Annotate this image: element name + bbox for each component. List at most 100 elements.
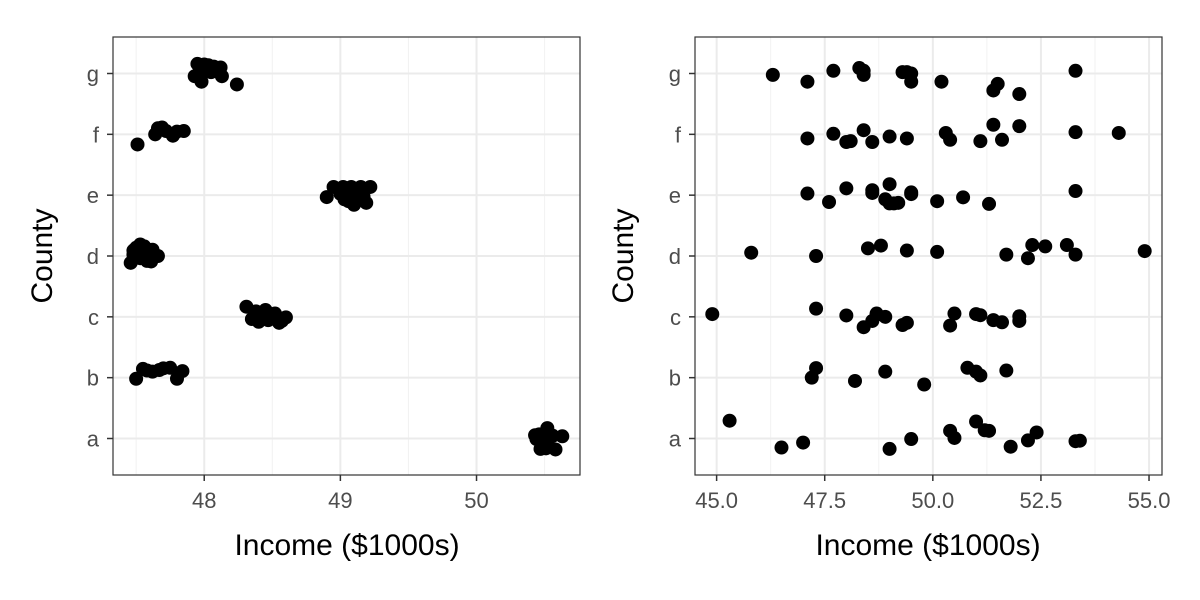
data-point-a: [555, 429, 570, 444]
data-point-d: [873, 238, 888, 253]
data-point-e: [341, 194, 356, 209]
data-point-g: [800, 74, 815, 89]
data-point-e: [891, 195, 906, 210]
data-point-a: [982, 423, 997, 438]
data-point-a: [1003, 439, 1018, 454]
x-tick-label: 50: [464, 488, 488, 513]
left-panel: 48 49 50 a b c d e f g Income ($1000s) County: [26, 36, 581, 562]
data-point-b: [129, 371, 144, 386]
data-point-a: [1072, 433, 1087, 448]
data-point-b: [169, 371, 184, 386]
data-point-c: [973, 308, 988, 323]
x-tick-label: 45.0: [695, 488, 738, 513]
data-point-e: [865, 183, 880, 198]
left-points: [123, 56, 570, 457]
data-point-g: [1012, 87, 1027, 102]
y-tick-label: b: [669, 366, 681, 391]
data-point-a: [904, 432, 919, 447]
data-point-f: [826, 126, 841, 141]
data-point-e: [359, 195, 374, 210]
data-point-a: [540, 436, 555, 451]
data-point-d: [1038, 239, 1053, 254]
x-tick-label: 48: [192, 488, 216, 513]
data-point-b: [140, 363, 155, 378]
y-tick-label: f: [93, 122, 100, 147]
data-point-g: [229, 77, 244, 92]
data-point-f: [1068, 125, 1083, 140]
left-x-axis-title: Income ($1000s): [234, 529, 459, 562]
y-tick-label: g: [87, 62, 99, 87]
data-point-d: [1020, 251, 1035, 266]
data-point-d: [1137, 244, 1152, 259]
data-point-a: [969, 414, 984, 429]
y-tick-label: b: [87, 366, 99, 391]
data-point-c: [809, 301, 824, 316]
data-point-e: [882, 177, 897, 192]
left-axes: 48 49 50 a b c d e f g: [87, 62, 489, 514]
data-point-b: [878, 364, 893, 379]
data-point-c: [1012, 309, 1027, 324]
data-point-e: [904, 187, 919, 202]
data-point-a: [1029, 425, 1044, 440]
data-point-b: [163, 360, 178, 375]
data-point-d: [1068, 247, 1083, 262]
left-y-axis-title: County: [26, 208, 59, 303]
data-point-e: [1068, 184, 1083, 199]
data-point-d: [999, 247, 1014, 262]
data-point-c: [839, 308, 854, 323]
data-point-e: [319, 190, 334, 205]
data-point-e: [956, 190, 971, 205]
data-point-f: [843, 134, 858, 149]
data-point-d: [123, 255, 138, 270]
y-tick-label: e: [87, 183, 99, 208]
data-point-c: [943, 318, 958, 333]
data-point-f: [800, 131, 815, 146]
right-x-axis-title: Income ($1000s): [815, 529, 1040, 562]
data-point-e: [878, 192, 893, 207]
data-point-g: [895, 65, 910, 80]
data-point-f: [856, 123, 871, 138]
data-point-f: [176, 124, 191, 139]
y-tick-label: a: [87, 427, 100, 452]
data-point-a: [774, 440, 789, 455]
x-tick-label: 49: [328, 488, 352, 513]
right-panel: 45.0 47.5 50.0 52.5 55.0 a b c d e f g Income ($100…: [607, 36, 1171, 562]
data-point-d: [930, 244, 945, 259]
data-point-d: [860, 241, 875, 256]
data-point-b: [917, 377, 932, 392]
data-point-c: [947, 306, 962, 321]
data-point-a: [796, 435, 811, 450]
data-point-c: [899, 315, 914, 330]
data-point-a: [947, 430, 962, 445]
y-tick-label: c: [670, 305, 681, 330]
data-point-f: [986, 117, 1001, 132]
data-point-f: [1012, 119, 1027, 134]
data-point-g: [209, 64, 224, 79]
data-point-g: [934, 74, 949, 89]
left-grid: [113, 37, 580, 475]
right-axes: 45.0 47.5 50.0 52.5 55.0 a b c d e f g: [669, 62, 1171, 514]
x-tick-label: 47.5: [803, 488, 846, 513]
data-point-g: [765, 67, 780, 82]
data-point-d: [744, 245, 759, 260]
data-point-a: [722, 413, 737, 428]
data-point-g: [826, 63, 841, 78]
data-point-c: [995, 315, 1010, 330]
data-point-d: [137, 239, 152, 254]
data-point-f: [973, 134, 988, 149]
y-tick-label: d: [87, 244, 99, 269]
right-points: [705, 61, 1152, 456]
data-point-e: [800, 186, 815, 201]
data-point-f: [943, 132, 958, 147]
data-point-d: [144, 254, 159, 269]
right-grid: [695, 37, 1162, 475]
data-point-g: [904, 74, 919, 89]
data-point-f: [865, 134, 880, 149]
data-point-f: [150, 121, 165, 136]
data-point-g: [1068, 63, 1083, 78]
data-point-a: [882, 441, 897, 456]
data-point-f: [1111, 125, 1126, 140]
x-tick-label: 52.5: [1020, 488, 1063, 513]
data-point-d: [899, 243, 914, 258]
